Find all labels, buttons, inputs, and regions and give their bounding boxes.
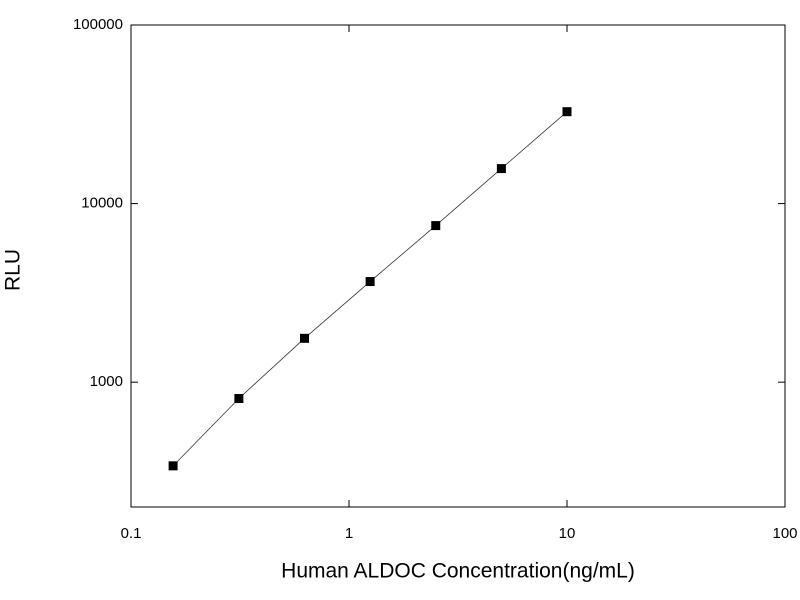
data-point (365, 277, 375, 287)
x-tick-label: 100 (772, 525, 797, 542)
data-point (168, 461, 178, 471)
x-tick-label: 1 (345, 525, 353, 542)
x-axis-label: Human ALDOC Concentration(ng/mL) (281, 560, 635, 583)
data-point (496, 164, 506, 174)
y-tick-label: 1000 (90, 373, 123, 390)
x-tick-label: 10 (559, 525, 576, 542)
data-point (562, 107, 572, 117)
y-axis-label: RLU (2, 249, 25, 291)
x-tick-label: 0.1 (121, 525, 142, 542)
fit-line (172, 111, 568, 467)
y-tick-label: 100000 (73, 16, 123, 33)
data-point (431, 221, 441, 231)
data-point (300, 333, 310, 343)
y-tick-label: 10000 (81, 195, 123, 212)
data-point (234, 394, 244, 404)
plot-frame (130, 24, 786, 508)
